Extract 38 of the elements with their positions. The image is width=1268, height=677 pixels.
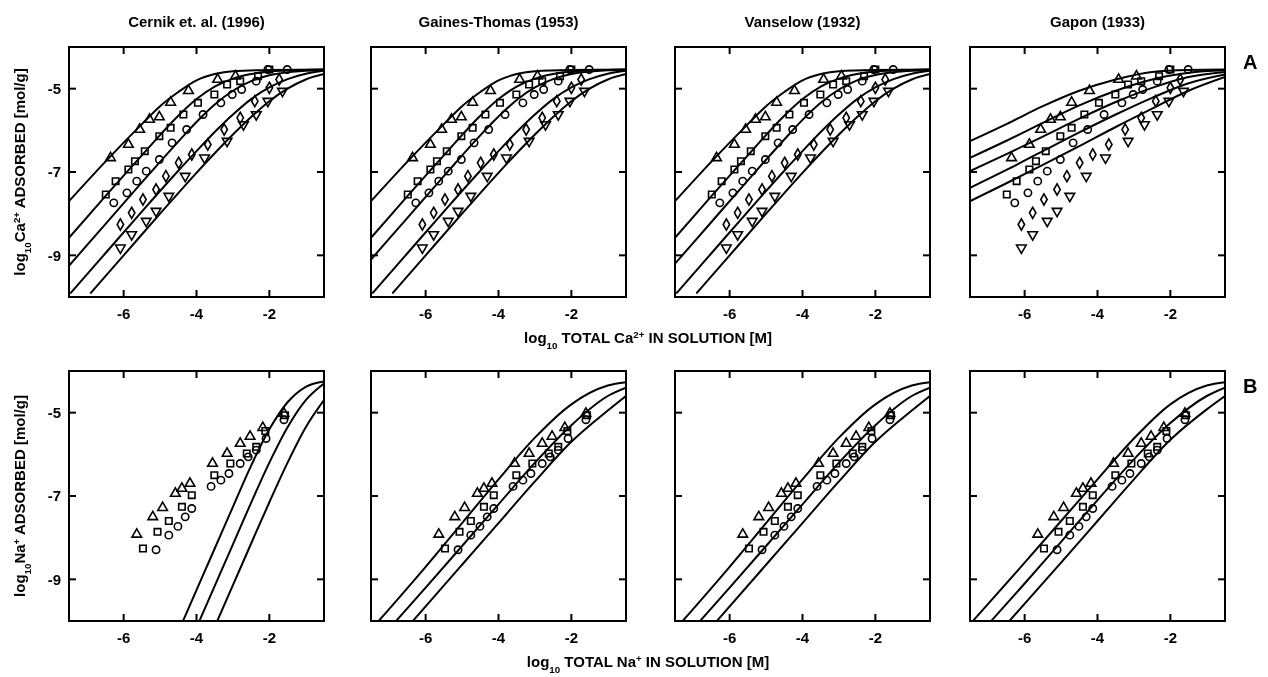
x-tick-label: -2	[868, 629, 883, 646]
x-tick-label: -2	[564, 629, 579, 646]
x-tick-label: -4	[491, 305, 506, 322]
chart-title: Gapon (1933)	[1049, 13, 1146, 30]
x-tick-label: -6	[1017, 305, 1032, 322]
x-tick-label: -2	[868, 305, 883, 322]
x-tick-label: -4	[1090, 305, 1105, 322]
x-tick-label: -6	[418, 629, 433, 646]
x-tick-label: -6	[722, 629, 737, 646]
x-tick-label: -4	[1090, 629, 1105, 646]
chart-title: Gaines-Thomas (1953)	[418, 13, 579, 30]
x-tick-label: -2	[1163, 305, 1178, 322]
x-axis-title: log$_{10}$ TOTAL Ca$^{2+}$ IN SOLUTION [M]	[524, 328, 772, 351]
x-tick-label: -6	[116, 629, 131, 646]
x-tick-label: -6	[722, 305, 737, 322]
x-tick-label: -4	[189, 629, 204, 646]
chart-title: Cernik et. al. (1996)	[128, 13, 265, 30]
x-tick-label: -4	[795, 629, 810, 646]
text: B	[1243, 375, 1258, 397]
x-tick-label: -2	[564, 305, 579, 322]
x-tick-label: -2	[1163, 629, 1178, 646]
x-tick-label: -4	[795, 305, 810, 322]
y-tick-label: -7	[47, 487, 61, 505]
y-tick-label: -9	[47, 246, 61, 264]
y-tick-label: -5	[47, 403, 61, 421]
x-tick-label: -6	[1017, 629, 1032, 646]
x-axis-title: log$_{10}$ TOTAL Na$^{+}$ IN SOLUTION [M]	[526, 652, 770, 675]
x-tick-label: -6	[418, 305, 433, 322]
x-tick-label: -6	[116, 305, 131, 322]
x-tick-label: -2	[262, 629, 277, 646]
y-tick-label: -9	[47, 570, 61, 588]
text: A	[1243, 51, 1258, 73]
x-tick-label: -4	[189, 305, 204, 322]
y-tick-label: -5	[47, 79, 61, 97]
x-tick-label: -4	[491, 629, 506, 646]
y-tick-label: -7	[47, 163, 61, 181]
x-tick-label: -2	[262, 305, 277, 322]
chart-title: Vanselow (1932)	[744, 13, 861, 30]
